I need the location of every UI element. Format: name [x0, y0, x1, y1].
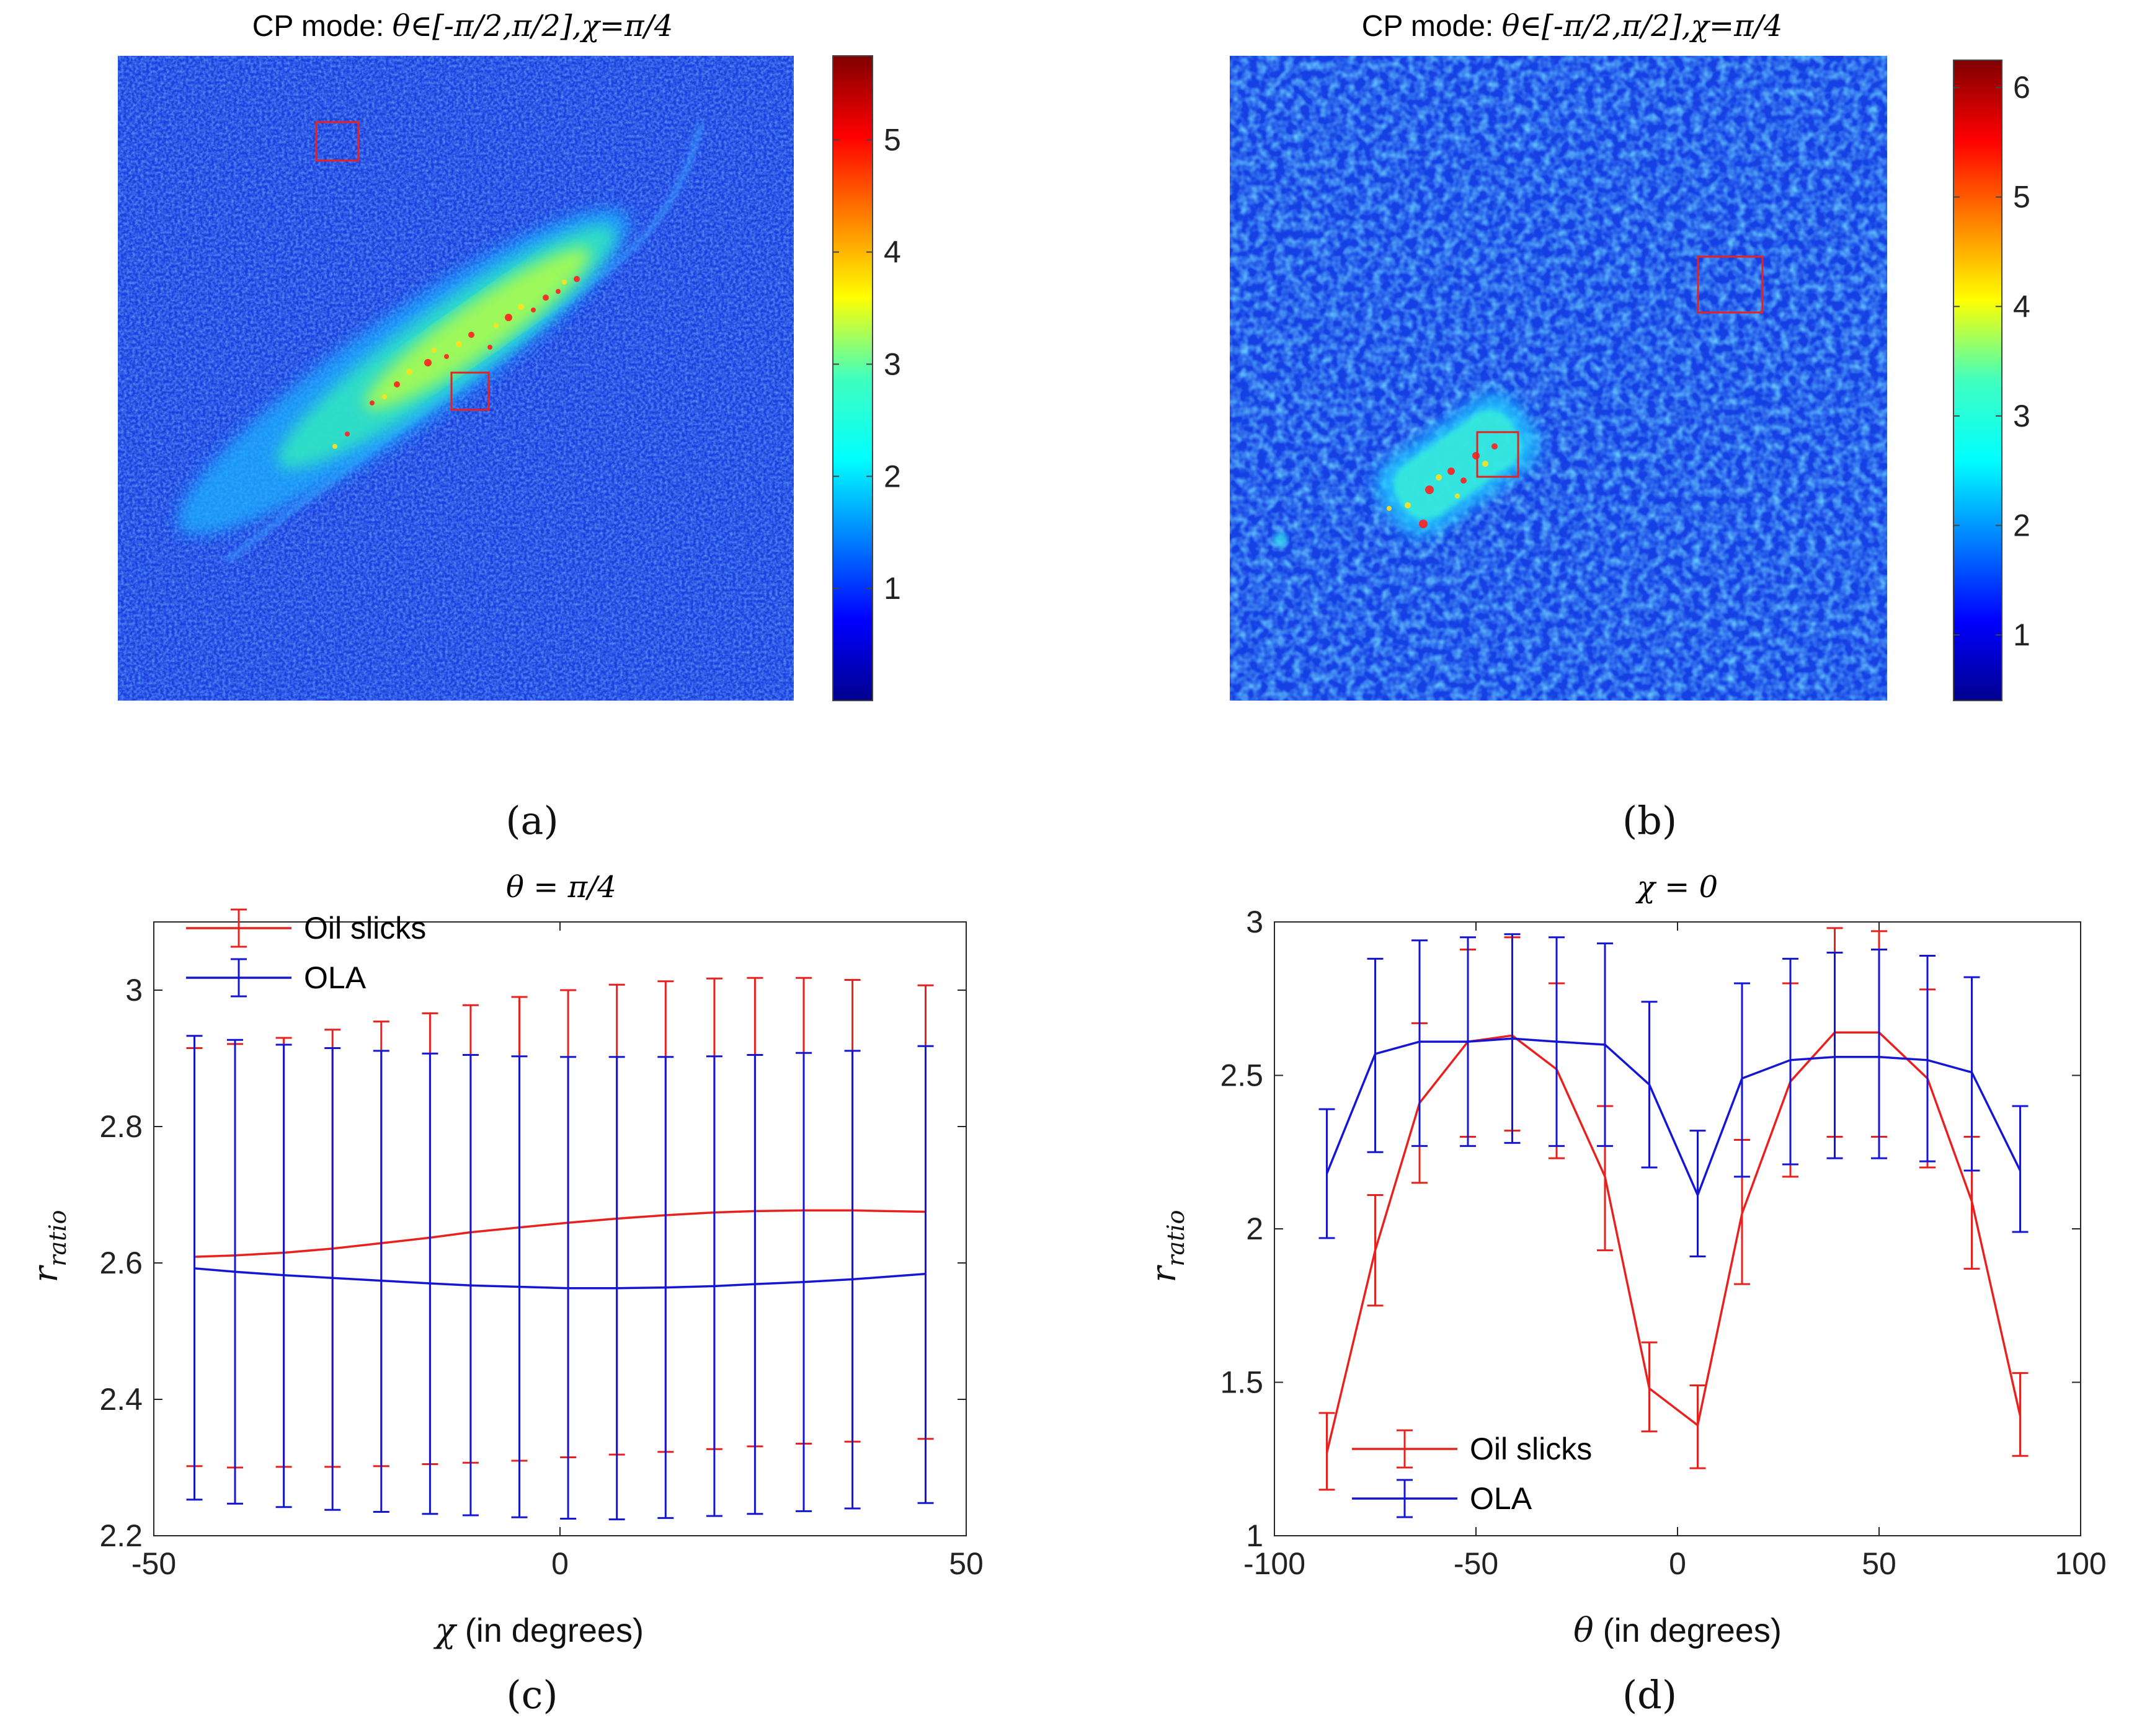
colorbar-tick-label: 5 [2013, 180, 2030, 215]
x-tick-label: -50 [131, 1546, 176, 1581]
panel-b: CP mode: θ∈[-π/2,π/2],χ=π/4 [1230, 9, 2030, 843]
colorbar-tick-label: 2 [884, 459, 901, 494]
series-line [1325, 1031, 2022, 1453]
panel-a-colorbar: 1 2 3 4 5 [832, 55, 901, 701]
oil-slick-region [1273, 393, 1539, 547]
colorbar-tick-label: 3 [884, 347, 901, 381]
series-ola [1318, 933, 2029, 1258]
panel-d-title: χ = 0 [1635, 870, 1718, 905]
colorbar-tick-label: 2 [2013, 508, 2030, 542]
colorbar-tick-label: 3 [2013, 399, 2030, 433]
y-tick-label: 2.5 [1220, 1058, 1263, 1093]
panel-b-title: CP mode: θ∈[-π/2,π/2],χ=π/4 [1362, 9, 1783, 43]
y-tick-label: 2.4 [99, 1382, 143, 1417]
x-tick-label: 100 [2055, 1546, 2106, 1581]
panel-b-image [1230, 56, 1887, 701]
y-tick-label: 2.2 [99, 1518, 143, 1553]
legend-label: OLA [304, 960, 367, 995]
panel-c: θ = π/4 -50 0 50 2.2 2.4 2.6 2.8 3 Oil slicks OLA… [26, 870, 984, 1717]
colorbar-tick-label: 6 [2013, 70, 2030, 105]
y-tick-label: 1 [1246, 1518, 1263, 1553]
series-line [1325, 1037, 2022, 1198]
y-tick-label: 3 [1246, 905, 1263, 939]
x-tick-label: 0 [551, 1546, 569, 1581]
caption-b: (b) [1622, 798, 1677, 843]
x-tick-label: -50 [1454, 1546, 1498, 1581]
series-oil-slicks [186, 976, 934, 1469]
series-line [194, 1209, 926, 1258]
series-line [194, 1267, 926, 1290]
legend-label: OLA [1470, 1481, 1532, 1516]
panel-b-colorbar: 1 2 3 4 5 6 [1953, 60, 2030, 701]
roi-box-oil [450, 371, 490, 411]
caption-d: (d) [1622, 1672, 1677, 1717]
y-tick-label: 2.8 [99, 1109, 143, 1144]
series-oil-slicks [1318, 927, 2029, 1491]
plot-frame [153, 921, 967, 1536]
x-tick-label: -100 [1243, 1546, 1305, 1581]
colorbar-tick-label: 4 [2013, 289, 2030, 324]
y-tick-label: 2.6 [99, 1246, 143, 1280]
panel-c-xlabel: χ (in degrees) [433, 1611, 644, 1650]
x-tick-label: 0 [1669, 1546, 1686, 1581]
roi-box-sea [1697, 255, 1764, 314]
panel-d-xlabel: θ (in degrees) [1573, 1611, 1782, 1650]
legend: Oil slicks OLA [1352, 1429, 1592, 1518]
oil-slick-region [177, 209, 629, 535]
roi-box-sea [315, 121, 360, 162]
plot-frame [1274, 921, 2081, 1536]
colorbar-tick-label: 1 [884, 571, 901, 606]
panel-d-ylabel: rratio [1144, 1210, 1189, 1283]
colorbar-tick-label: 1 [2013, 618, 2030, 652]
y-tick-label: 2 [1246, 1211, 1263, 1246]
caption-c: (c) [506, 1672, 558, 1717]
panel-a: CP mode: θ∈[-π/2,π/2],χ=π/4 [118, 9, 901, 843]
series-ola [186, 1035, 934, 1521]
panel-a-image [118, 56, 794, 701]
panel-c-title: θ = π/4 [506, 870, 616, 905]
caption-a: (a) [505, 798, 558, 843]
x-tick-label: 50 [949, 1546, 984, 1581]
plot-d: -100 -50 0 50 100 1 1.5 2 2.5 3 Oil slicks OLA [1220, 905, 2106, 1581]
panel-a-title: CP mode: θ∈[-π/2,π/2],χ=π/4 [252, 9, 673, 43]
x-tick-label: 50 [1862, 1546, 1896, 1581]
legend: Oil slicks OLA [186, 908, 426, 998]
panel-c-ylabel: rratio [26, 1210, 71, 1283]
legend-label: Oil slicks [1470, 1432, 1592, 1466]
y-tick-label: 1.5 [1220, 1365, 1263, 1400]
panel-d: χ = 0 -100 -50 0 50 100 1 1.5 2 2.5 3 Oil slicks OL… [1144, 870, 2107, 1717]
colorbar-tick-label: 5 [884, 123, 901, 157]
legend-label: Oil slicks [304, 911, 426, 946]
colorbar-tick-label: 4 [884, 235, 901, 270]
y-tick-label: 3 [125, 973, 143, 1008]
plot-c: -50 0 50 2.2 2.4 2.6 2.8 3 Oil slicks OLA [99, 908, 984, 1581]
roi-box-oil [1476, 431, 1519, 478]
